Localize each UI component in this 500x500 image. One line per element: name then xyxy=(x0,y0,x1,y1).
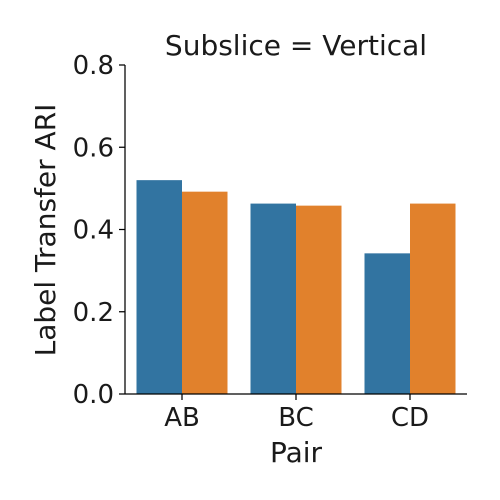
y-axis-label: Label Transfer ARI xyxy=(29,104,62,357)
bar-bc-series-2 xyxy=(296,205,342,394)
y-axis-ticks: 0.0 0.2 0.4 0.6 0.8 xyxy=(73,51,125,410)
y-tick-label: 0.2 xyxy=(73,298,114,328)
bars-group xyxy=(136,180,456,394)
x-axis-label: Pair xyxy=(270,436,323,469)
x-tick-label: BC xyxy=(278,403,314,433)
y-tick-label: 0.0 xyxy=(73,380,114,410)
x-axis-ticks: AB BC CD xyxy=(164,394,429,433)
chart-title: Subslice = Vertical xyxy=(165,29,427,62)
bar-ab-series-1 xyxy=(136,180,182,394)
x-tick-label: AB xyxy=(164,403,200,433)
bar-bc-series-1 xyxy=(250,203,296,394)
x-tick-label: CD xyxy=(391,403,429,433)
y-tick-label: 0.4 xyxy=(73,216,114,246)
y-tick-label: 0.8 xyxy=(73,51,114,81)
bar-cd-series-2 xyxy=(410,203,456,394)
bar-ab-series-2 xyxy=(182,191,228,394)
y-tick-label: 0.6 xyxy=(73,133,114,163)
bar-cd-series-1 xyxy=(364,253,410,394)
